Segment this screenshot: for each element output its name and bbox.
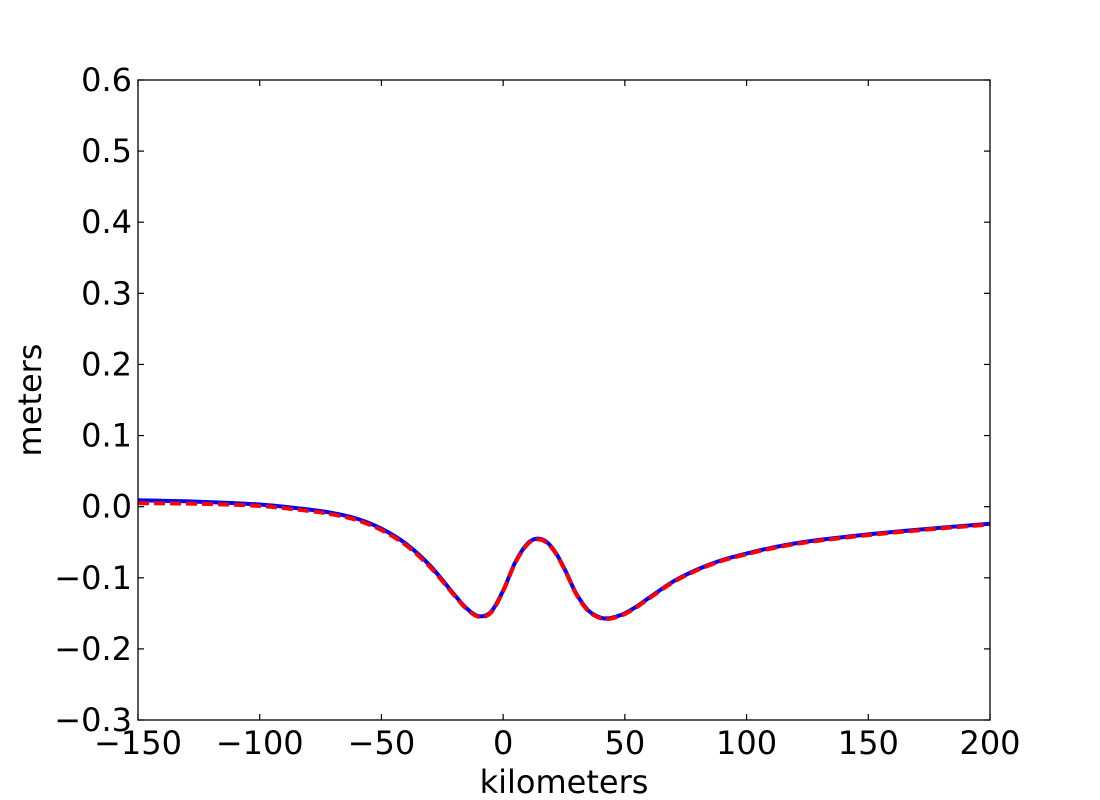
plot-background xyxy=(138,80,990,720)
x-tick-label: 100 xyxy=(716,724,777,762)
x-tick-label: 150 xyxy=(838,724,899,762)
series-2-line xyxy=(137,501,991,622)
x-tick-label: 200 xyxy=(959,724,1020,762)
y-tick-label: −0.2 xyxy=(54,630,132,668)
y-tick-label: 0.6 xyxy=(81,61,132,99)
x-tick-label: −50 xyxy=(348,724,416,762)
series-layer xyxy=(137,498,991,622)
x-tick-label: 50 xyxy=(604,724,645,762)
y-tick-label: 0.2 xyxy=(81,345,132,383)
y-tick-label: −0.1 xyxy=(54,559,132,597)
y-tick-label: 0.5 xyxy=(81,132,132,170)
y-tick-label: 0.1 xyxy=(81,417,132,455)
tick-layer: −150 −100 −50 0 50 100 150 200 −0.3 −0.2 −0.1 0.0 0.… xyxy=(54,61,1020,762)
x-axis-label: kilometers xyxy=(480,763,649,800)
y-tick-label: −0.3 xyxy=(54,701,132,739)
plot-frame xyxy=(137,79,991,721)
x-tick-label: −100 xyxy=(216,724,304,762)
x-tick-label: −150 xyxy=(94,724,182,762)
x-tick-label: 0 xyxy=(493,724,513,762)
y-tick-label: 0.3 xyxy=(81,274,132,312)
y-tick-label: 0.4 xyxy=(81,203,132,241)
y-tick-label: 0.0 xyxy=(81,488,132,526)
y-axis-label: meters xyxy=(11,344,49,457)
